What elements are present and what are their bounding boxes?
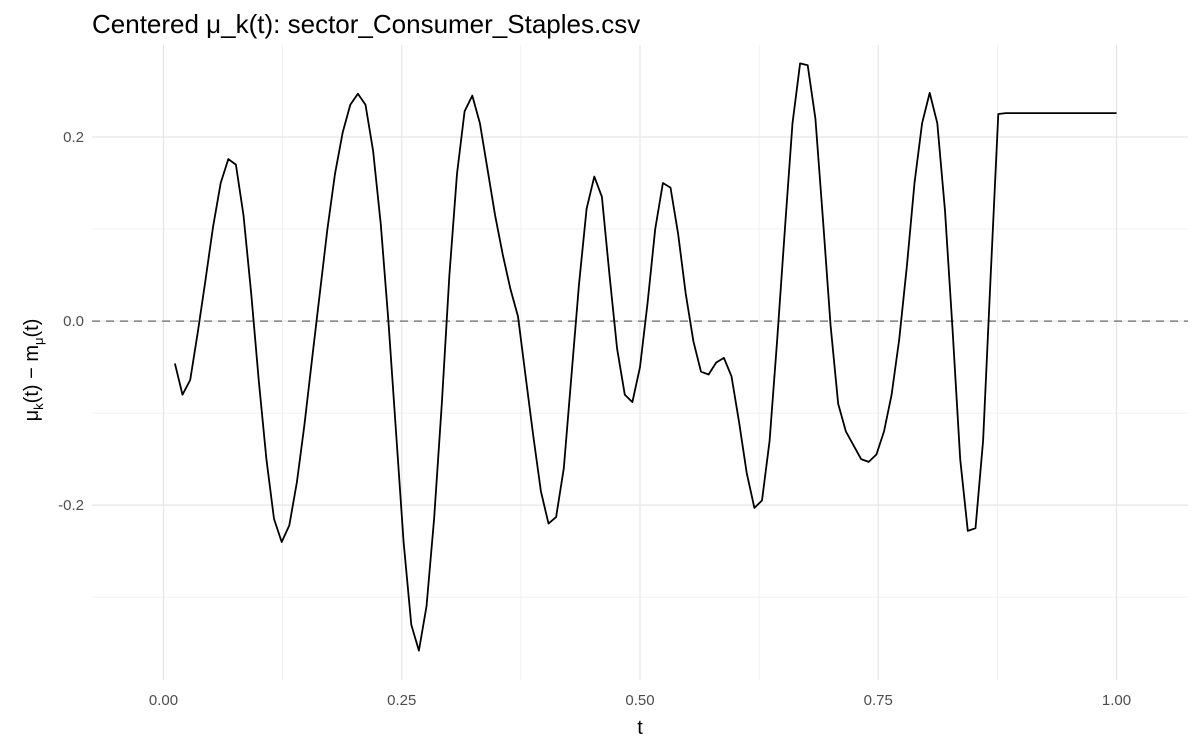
x-tick-label: 0.75 [864, 692, 893, 709]
y-axis-title-mu: μ [21, 410, 43, 422]
x-tick-labels: 0.00 0.25 0.50 0.75 1.00 [149, 692, 1131, 709]
x-axis-title: t [637, 717, 643, 739]
x-tick-label: 0.50 [625, 692, 654, 709]
y-tick-label: -0.2 [58, 497, 84, 514]
x-tick-label: 0.00 [149, 692, 178, 709]
x-tick-label: 1.00 [1102, 692, 1131, 709]
y-tick-labels: -0.2 0.0 0.2 [58, 129, 84, 514]
y-tick-label: 0.2 [63, 129, 84, 146]
y-axis-title-end: (t) [21, 319, 43, 338]
y-axis-title-sub-mu: μ [31, 338, 46, 346]
y-axis-title: μk(t) − mμ(t) [21, 319, 46, 422]
y-axis-title-mid: (t) − m [21, 345, 43, 403]
series-layer [174, 62, 1117, 652]
x-tick-label: 0.25 [387, 692, 416, 709]
y-axis-title-sub-k: k [31, 403, 46, 410]
series-line [174, 62, 1117, 652]
chart-title: Centered μ_k(t): sector_Consumer_Staples… [92, 9, 640, 39]
y-tick-label: 0.0 [63, 313, 84, 330]
